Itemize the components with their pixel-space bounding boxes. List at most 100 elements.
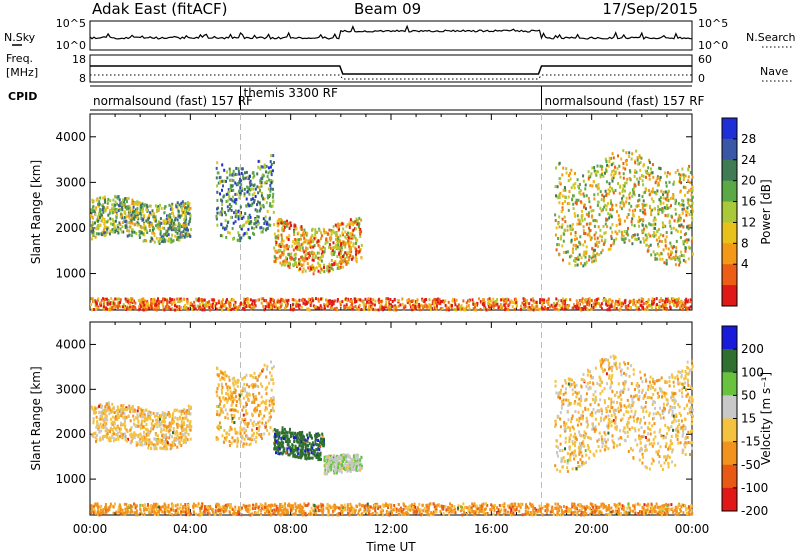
echo-cell xyxy=(111,409,114,413)
echo-cell xyxy=(668,206,671,209)
echo-cell xyxy=(370,307,373,311)
echo-cell xyxy=(664,171,667,175)
echo-cell xyxy=(450,306,453,310)
echo-cell xyxy=(281,238,283,242)
echo-cell xyxy=(165,219,168,223)
echo-cell xyxy=(280,437,283,441)
echo-cell xyxy=(162,433,165,437)
echo-cell xyxy=(561,223,564,227)
echo-cell xyxy=(654,222,657,226)
echo-cell xyxy=(174,302,177,306)
echo-cell xyxy=(617,182,619,185)
echo-cell xyxy=(272,154,275,158)
echo-cell xyxy=(245,404,247,408)
echo-cell xyxy=(600,173,603,177)
echo-cell xyxy=(109,408,112,412)
echo-cell xyxy=(313,251,316,255)
echo-cell xyxy=(176,445,179,449)
echo-cell xyxy=(232,169,235,173)
echo-cell xyxy=(318,264,321,268)
echo-cell xyxy=(388,303,391,306)
echo-cell xyxy=(203,298,206,302)
echo-cell xyxy=(223,303,226,306)
echo-cell xyxy=(686,210,689,214)
echo-cell xyxy=(321,250,324,254)
echo-cell xyxy=(645,225,648,229)
echo-region xyxy=(273,426,326,462)
echo-cell xyxy=(270,162,273,166)
echo-cell xyxy=(249,304,252,308)
echo-cell xyxy=(402,307,405,311)
echo-cell xyxy=(591,260,594,264)
echo-cell xyxy=(146,302,149,306)
echo-cell xyxy=(271,399,274,403)
echo-cell xyxy=(123,407,126,411)
echo-cell xyxy=(690,210,693,213)
echo-cell xyxy=(642,230,645,233)
echo-cell xyxy=(683,304,686,308)
echo-cell xyxy=(460,304,463,308)
echo-cell xyxy=(237,379,240,383)
echo-cell xyxy=(272,210,275,214)
echo-cell xyxy=(261,384,264,388)
echo-cell xyxy=(126,299,129,303)
echo-cell xyxy=(148,306,151,310)
echo-cell xyxy=(102,302,105,306)
echo-cell xyxy=(113,224,116,228)
echo-cell xyxy=(636,156,639,160)
echo-cell xyxy=(127,301,130,305)
echo-cell xyxy=(691,236,694,240)
echo-cell xyxy=(274,256,277,260)
echo-cell xyxy=(272,192,275,196)
echo-cell xyxy=(260,395,263,399)
echo-cell xyxy=(583,194,586,198)
echo-cell xyxy=(162,240,165,244)
echo-cell xyxy=(355,242,357,245)
echo-cell xyxy=(337,243,340,247)
echo-cell xyxy=(183,218,186,221)
echo-cell xyxy=(342,265,345,269)
echo-cell xyxy=(239,420,242,424)
echo-cell xyxy=(239,302,242,306)
echo-cell xyxy=(411,299,414,303)
echo-cell xyxy=(243,427,246,431)
echo-cell xyxy=(620,303,623,307)
echo-cell xyxy=(142,438,145,442)
echo-cell xyxy=(219,425,222,429)
echo-cell xyxy=(494,303,497,307)
echo-cell xyxy=(528,306,531,309)
echo-cell xyxy=(257,428,260,432)
echo-cell xyxy=(291,306,294,310)
echo-cell xyxy=(323,270,326,274)
echo-cell xyxy=(659,257,662,261)
echo-cell xyxy=(114,226,117,230)
echo-cell xyxy=(561,208,564,211)
echo-cell xyxy=(639,209,642,212)
echo-cell xyxy=(249,418,252,422)
echo-cell xyxy=(133,217,136,221)
echo-cell xyxy=(259,412,262,416)
echo-cell xyxy=(680,230,682,234)
beam-title: Beam 09 xyxy=(354,0,421,18)
echo-cell xyxy=(177,438,180,442)
echo-cell xyxy=(633,224,636,228)
echo-cell xyxy=(282,252,285,256)
echo-cell xyxy=(157,304,160,307)
echo-cell xyxy=(189,437,192,441)
echo-cell xyxy=(324,307,326,311)
echo-cell xyxy=(222,410,225,414)
echo-cell xyxy=(661,240,663,243)
echo-cell xyxy=(247,216,250,220)
echo-cell xyxy=(125,219,128,223)
echo-cell xyxy=(612,162,615,165)
echo-cell xyxy=(288,226,291,230)
echo-cell xyxy=(163,417,166,421)
echo-cell xyxy=(116,304,118,308)
echo-cell xyxy=(139,408,142,412)
echo-cell xyxy=(281,243,284,247)
echo-cell xyxy=(129,307,132,311)
echo-cell xyxy=(562,239,565,243)
echo-cell xyxy=(109,428,112,432)
echo-cell xyxy=(338,245,341,249)
echo-cell xyxy=(256,214,259,218)
